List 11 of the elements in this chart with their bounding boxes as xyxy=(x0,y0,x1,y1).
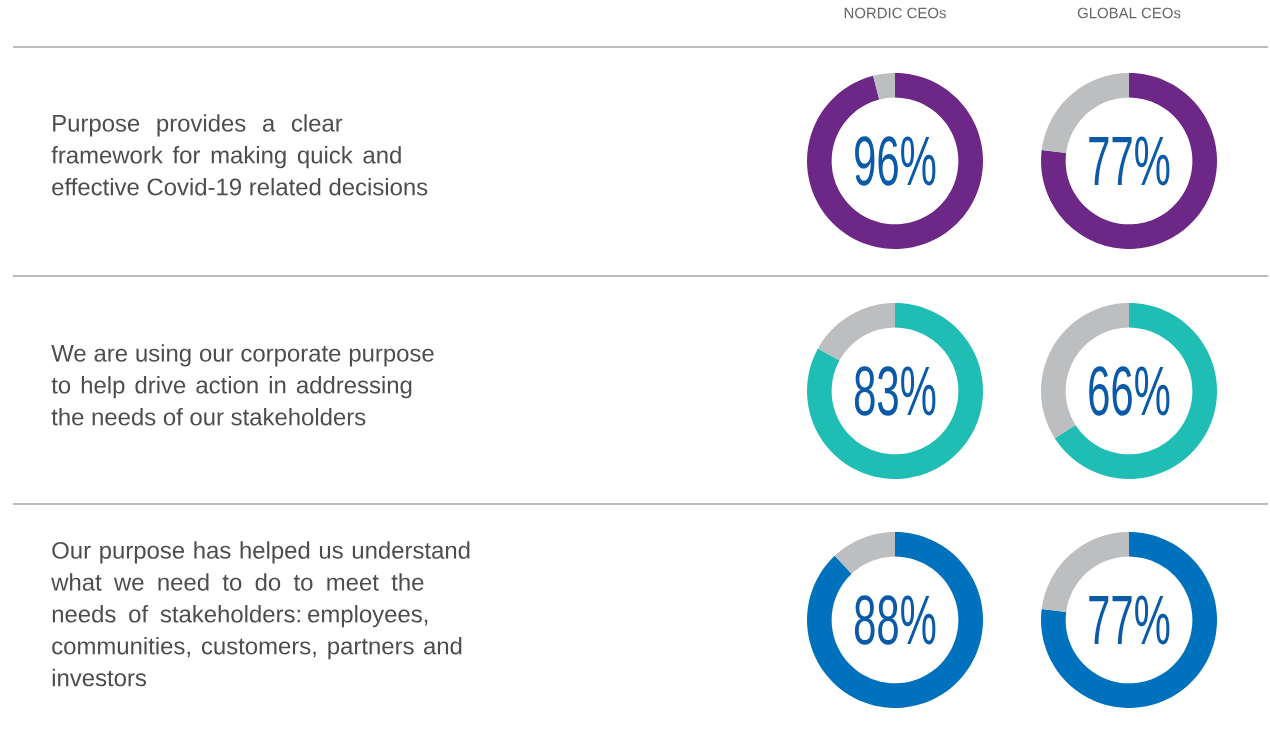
data-label: 77% xyxy=(1089,595,1170,645)
data-label: 96% xyxy=(855,136,936,186)
data-label: 83% xyxy=(854,366,936,416)
data-label: 77% xyxy=(1089,136,1170,186)
text: Purpose provides a clear framework for making quick and effective Covid-19 related decisions xyxy=(51,114,428,196)
chart-title: GLOBAL CEOs xyxy=(1077,7,1181,19)
data-label: 88% xyxy=(854,595,936,645)
text: We are using our corporate purpose to help drive action in addressing the needs of our stakeholders xyxy=(51,344,434,426)
data-label: 66% xyxy=(1089,366,1170,416)
chart-title: NORDIC CEOs xyxy=(844,7,946,19)
text: Our purpose has helped us understand what we need to do to meet the needs of stakeholders: employees, communities, customers, partners and investors xyxy=(51,541,470,687)
